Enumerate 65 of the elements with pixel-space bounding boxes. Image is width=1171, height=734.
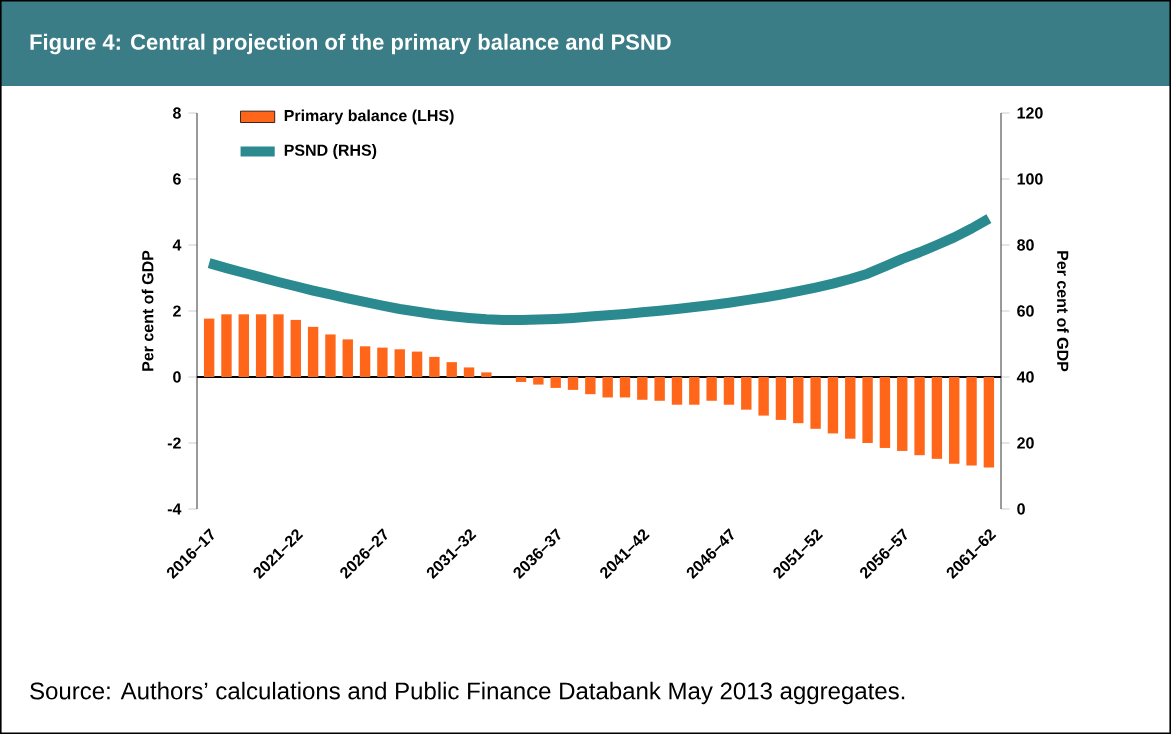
bar — [238, 314, 249, 377]
bar — [567, 377, 579, 390]
bar — [949, 377, 960, 464]
y2-tick-label: 100 — [1017, 173, 1043, 185]
y-tick-label: -2 — [167, 437, 181, 449]
bar — [897, 377, 908, 451]
bar — [879, 377, 891, 448]
y-tick-label: 8 — [173, 107, 181, 119]
y2-tick-label: 60 — [1017, 305, 1034, 317]
bar — [429, 356, 440, 377]
bar — [793, 377, 804, 424]
y-tick-label: 6 — [173, 173, 181, 185]
bar — [515, 377, 527, 382]
y2-tick-label: 0 — [1017, 503, 1025, 515]
bar — [654, 377, 665, 401]
y-tick-label: 2 — [173, 305, 181, 317]
bar — [463, 367, 475, 377]
bar — [602, 377, 613, 398]
bar — [255, 314, 267, 377]
bar — [342, 339, 353, 377]
bar — [585, 377, 596, 395]
bar — [689, 377, 700, 405]
y2-tick-label: 40 — [1016, 371, 1034, 383]
y2-tick-label: 80 — [1017, 239, 1034, 251]
bar — [533, 377, 544, 385]
y2-tick-label: 20 — [1017, 437, 1034, 449]
legend-label: PSND (RHS) — [284, 144, 377, 160]
bar — [827, 377, 839, 434]
bar — [273, 314, 284, 377]
bar — [758, 377, 769, 416]
bar — [221, 314, 232, 377]
bar — [203, 318, 215, 377]
bar — [619, 377, 631, 398]
bar — [914, 377, 925, 456]
bar — [966, 377, 977, 466]
chart-title: Figure 4: Central projection of the primary balance and PSND — [30, 33, 671, 55]
y-axis-title: Per cent of GDP — [141, 250, 154, 371]
bar — [810, 377, 821, 429]
legend-label: Primary balance (LHS) — [284, 109, 454, 125]
y-tick-label: -4 — [167, 503, 182, 515]
bar — [290, 319, 301, 377]
source-note: Source: Authors’ calculations and Public Finance Databank May 2013 aggregates. — [30, 681, 905, 705]
bar — [845, 377, 856, 439]
bar — [550, 377, 561, 388]
bar — [637, 377, 648, 400]
bar — [359, 346, 371, 377]
bar — [775, 377, 787, 420]
y-tick-label: 4 — [172, 239, 182, 251]
bar — [307, 326, 319, 377]
bar — [325, 334, 336, 377]
bar — [411, 351, 423, 377]
bar — [446, 362, 457, 377]
bar — [741, 377, 752, 410]
bar — [931, 377, 943, 459]
bar — [671, 377, 683, 405]
bar — [377, 347, 388, 377]
bar — [862, 377, 873, 443]
bar — [394, 349, 405, 377]
bar — [983, 377, 995, 468]
y2-axis-title: Per cent of GDP — [1057, 251, 1069, 372]
y2-tick-label: 120 — [1017, 107, 1043, 119]
bar — [723, 377, 735, 405]
bar — [706, 377, 717, 401]
y-tick-label: 0 — [173, 371, 181, 383]
bar — [481, 372, 492, 377]
